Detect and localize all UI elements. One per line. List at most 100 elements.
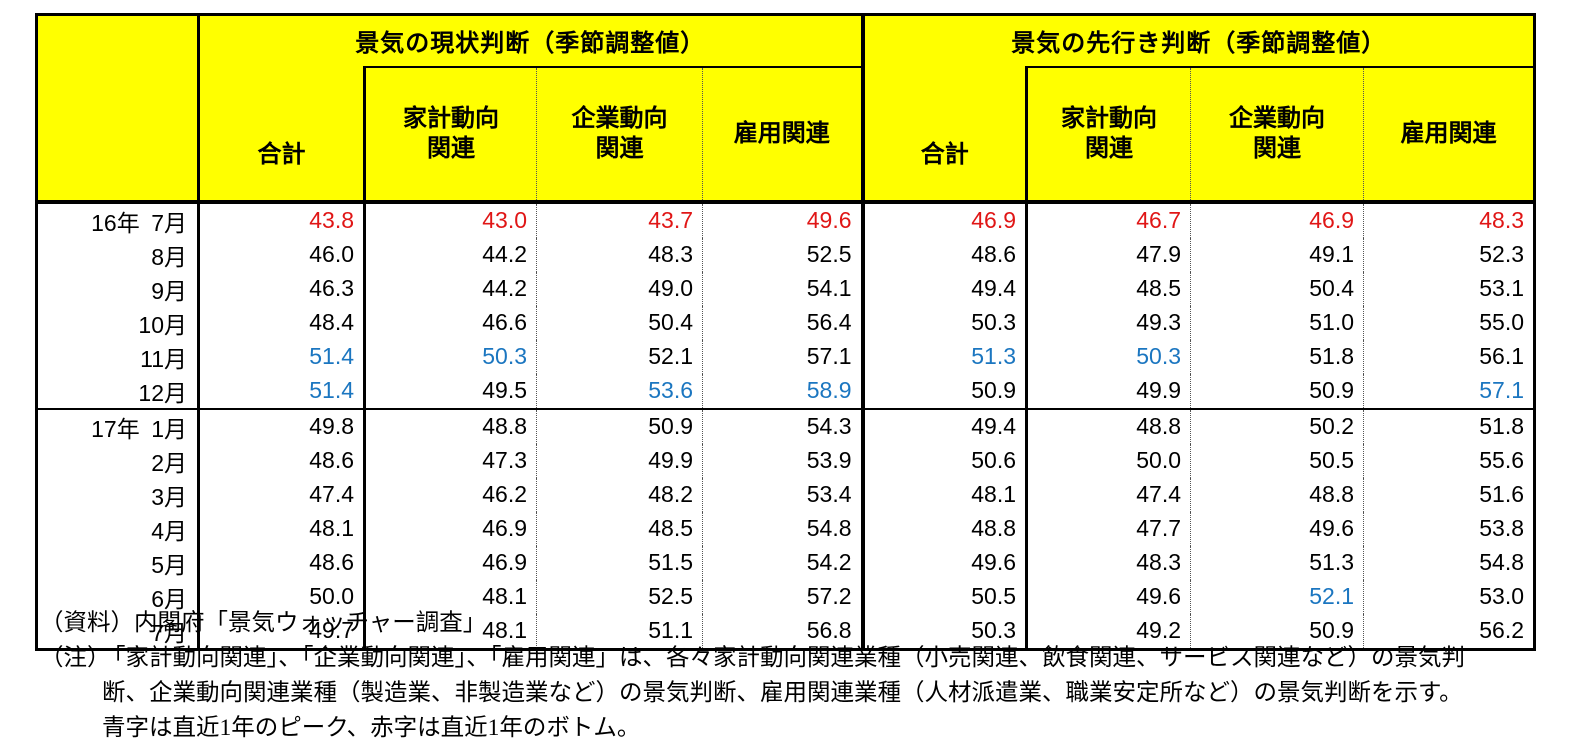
value-cell: 49.6 xyxy=(702,201,865,238)
value-cell: 52.5 xyxy=(702,237,865,272)
value-cell: 46.0 xyxy=(198,237,366,272)
value-cell: 50.6 xyxy=(862,443,1028,478)
value-cell: 46.6 xyxy=(364,305,537,340)
value-cell: 49.7 xyxy=(198,613,366,649)
table-row: 12月 51.4 49.5 53.6 58.9 50.9 49.9 50.9 57.1 xyxy=(36,373,1535,409)
table-row: 16年 7月 43.8 43.0 43.7 49.6 46.9 46.7 46.9 48.3 xyxy=(36,201,1535,238)
value-cell: 49.4 xyxy=(862,407,1028,444)
value-cell: 50.0 xyxy=(198,579,366,614)
value-cell: 57.2 xyxy=(702,579,865,614)
value-cell: 52.1 xyxy=(536,339,703,374)
value-cell: 54.2 xyxy=(702,545,865,580)
table-row: 6月 50.0 48.1 52.5 57.2 50.5 49.6 52.1 53.0 xyxy=(36,579,1535,614)
column-header-outlook-corporate: 企業動向 関連 xyxy=(1190,65,1364,204)
value-cell: 48.1 xyxy=(364,613,537,649)
value-cell: 49.0 xyxy=(536,271,703,306)
footnotes: （資料）内閣府「景気ウォッチャー調査」 （注） 「家計動向関連」、「企業動向関連… xyxy=(40,606,1570,746)
group-header-outlook: 景気の先行き判断（季節調整値） xyxy=(862,14,1535,67)
value-cell: 50.2 xyxy=(1190,407,1364,444)
value-cell: 51.4 xyxy=(198,373,366,409)
value-cell: 56.1 xyxy=(1479,343,1524,369)
value-cell: 46.9 xyxy=(364,545,537,580)
note-lines-block: 「家計動向関連」、「企業動向関連」、「雇用関連」は、各々家計動向関連業種（小売関… xyxy=(102,641,1570,746)
value-cell: 46.9 xyxy=(1190,201,1364,238)
economy-watchers-table: 景気の現状判断（季節調整値） 景気の先行き判断（季節調整値） 合計 家計動向 関… xyxy=(35,13,1536,651)
value-cell: 54.3 xyxy=(702,407,865,444)
value-cell: 49.5 xyxy=(364,373,537,409)
month-cell: 7月 xyxy=(36,613,200,649)
month-cell: 2月 xyxy=(36,443,200,478)
note-line: 「家計動向関連」、「企業動向関連」、「雇用関連」は、各々家計動向関連業種（小売関… xyxy=(102,645,1465,671)
value-cell: 53.9 xyxy=(702,443,865,478)
value-cell: 54.1 xyxy=(702,271,865,306)
table-row: 4月 48.1 46.9 48.5 54.8 48.8 47.7 49.6 53.8 xyxy=(36,511,1535,546)
explanatory-note: （注） 「家計動向関連」、「企業動向関連」、「雇用関連」は、各々家計動向関連業種… xyxy=(40,641,1570,746)
value-cell: 49.3 xyxy=(1026,305,1191,340)
table-row: 9月 46.3 44.2 49.0 54.1 49.4 48.5 50.4 53.1 xyxy=(36,271,1535,306)
table-row: 7月 49.7 48.1 51.1 56.8 50.3 49.2 50.9 56.2 xyxy=(36,613,1535,649)
value-cell: 51.8 xyxy=(1190,339,1364,374)
value-cell: 43.0 xyxy=(364,201,537,238)
value-cell: 48.6 xyxy=(862,237,1028,272)
table-row: 10月 48.4 46.6 50.4 56.4 50.3 49.3 51.0 55.0 xyxy=(36,305,1535,340)
value-cell: 48.3 xyxy=(536,237,703,272)
value-cell: 48.6 xyxy=(198,545,366,580)
value-cell: 48.3 xyxy=(1026,545,1191,580)
month-cell: 3月 xyxy=(36,477,200,512)
value-cell: 50.5 xyxy=(862,579,1028,614)
value-cell: 50.9 xyxy=(536,407,703,444)
value-cell: 49.6 xyxy=(1190,511,1364,546)
value-cell: 48.8 xyxy=(1190,477,1364,512)
value-cell: 52.1 xyxy=(1190,579,1364,614)
month-cell: 11月 xyxy=(36,339,200,374)
value-cell: 49.6 xyxy=(1026,579,1191,614)
month-cell: 6月 xyxy=(36,579,200,614)
value-cell: 46.3 xyxy=(198,271,366,306)
value-cell: 50.4 xyxy=(1190,271,1364,306)
value-cell: 51.4 xyxy=(198,339,366,374)
value-cell: 51.3 xyxy=(1190,545,1364,580)
value-cell: 54.8 xyxy=(702,511,865,546)
value-cell: 52.5 xyxy=(536,579,703,614)
value-cell: 48.1 xyxy=(862,477,1028,512)
value-cell: 57.1 xyxy=(1479,377,1524,403)
table-header: 景気の現状判断（季節調整値） 景気の先行き判断（季節調整値） 合計 家計動向 関… xyxy=(36,14,1535,204)
value-cell: 53.0 xyxy=(1479,583,1524,609)
value-cell: 58.9 xyxy=(702,373,865,409)
column-header-outlook-employment: 雇用関連 xyxy=(1363,65,1535,204)
note-line: 青字は直近1年のピーク、赤字は直近1年のボトム。 xyxy=(102,715,641,741)
value-cell: 51.5 xyxy=(536,545,703,580)
column-header-outlook-household: 家計動向 関連 xyxy=(1026,65,1191,204)
value-cell: 46.7 xyxy=(1026,201,1191,238)
value-cell: 50.9 xyxy=(1190,373,1364,409)
month-cell: 10月 xyxy=(36,305,200,340)
value-cell: 46.2 xyxy=(364,477,537,512)
value-cell: 47.9 xyxy=(1026,237,1191,272)
month-cell: 9月 xyxy=(36,271,200,306)
value-cell: 44.2 xyxy=(364,237,537,272)
month-cell: 5月 xyxy=(36,545,200,580)
value-cell: 51.1 xyxy=(536,613,703,649)
table-row: 11月 51.4 50.3 52.1 57.1 51.3 50.3 51.8 56.1 xyxy=(36,339,1535,374)
value-cell: 49.6 xyxy=(862,545,1028,580)
column-header-current-corporate: 企業動向 関連 xyxy=(536,65,703,204)
corner-cell xyxy=(36,14,200,204)
value-cell: 51.3 xyxy=(862,339,1028,374)
month-cell: 4月 xyxy=(36,511,200,546)
value-cell: 47.3 xyxy=(364,443,537,478)
value-cell: 55.0 xyxy=(1479,309,1524,335)
value-cell: 56.8 xyxy=(702,613,865,649)
value-cell: 50.3 xyxy=(1026,339,1191,374)
value-cell: 48.4 xyxy=(198,305,366,340)
value-cell: 53.6 xyxy=(536,373,703,409)
value-cell: 46.9 xyxy=(862,201,1028,238)
value-cell: 48.1 xyxy=(364,579,537,614)
value-cell: 52.3 xyxy=(1479,241,1524,267)
value-cell: 50.9 xyxy=(1190,613,1364,649)
value-cell: 53.4 xyxy=(702,477,865,512)
value-cell: 50.3 xyxy=(364,339,537,374)
data-table: 景気の現状判断（季節調整値） 景気の先行き判断（季節調整値） 合計 家計動向 関… xyxy=(35,13,1536,651)
value-cell: 43.8 xyxy=(198,201,366,238)
value-cell: 50.3 xyxy=(862,613,1028,649)
value-cell: 49.1 xyxy=(1190,237,1364,272)
